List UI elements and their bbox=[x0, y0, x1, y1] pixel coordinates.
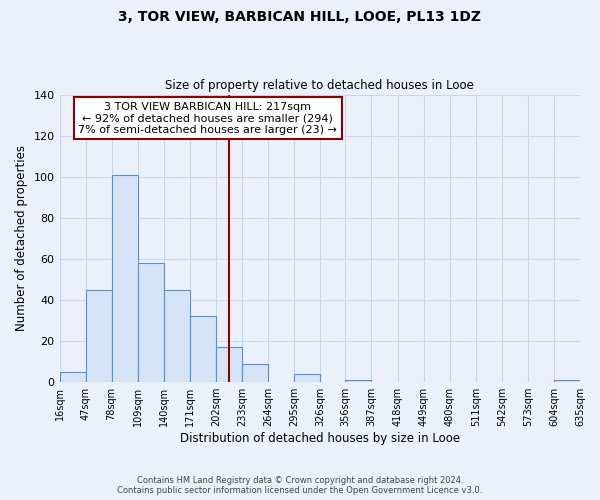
Text: 3 TOR VIEW BARBICAN HILL: 217sqm
← 92% of detached houses are smaller (294)
7% o: 3 TOR VIEW BARBICAN HILL: 217sqm ← 92% o… bbox=[79, 102, 337, 135]
Bar bbox=[294, 374, 320, 382]
Y-axis label: Number of detached properties: Number of detached properties bbox=[15, 146, 28, 332]
Bar bbox=[164, 290, 190, 382]
Bar bbox=[554, 380, 580, 382]
Bar bbox=[112, 174, 138, 382]
Bar bbox=[346, 380, 371, 382]
Bar bbox=[242, 364, 268, 382]
Bar bbox=[138, 263, 164, 382]
Text: Contains HM Land Registry data © Crown copyright and database right 2024.
Contai: Contains HM Land Registry data © Crown c… bbox=[118, 476, 482, 495]
Bar bbox=[86, 290, 112, 382]
Text: 3, TOR VIEW, BARBICAN HILL, LOOE, PL13 1DZ: 3, TOR VIEW, BARBICAN HILL, LOOE, PL13 1… bbox=[119, 10, 482, 24]
Bar bbox=[216, 348, 242, 382]
Bar bbox=[59, 372, 86, 382]
X-axis label: Distribution of detached houses by size in Looe: Distribution of detached houses by size … bbox=[180, 432, 460, 445]
Bar bbox=[190, 316, 216, 382]
Title: Size of property relative to detached houses in Looe: Size of property relative to detached ho… bbox=[166, 79, 474, 92]
